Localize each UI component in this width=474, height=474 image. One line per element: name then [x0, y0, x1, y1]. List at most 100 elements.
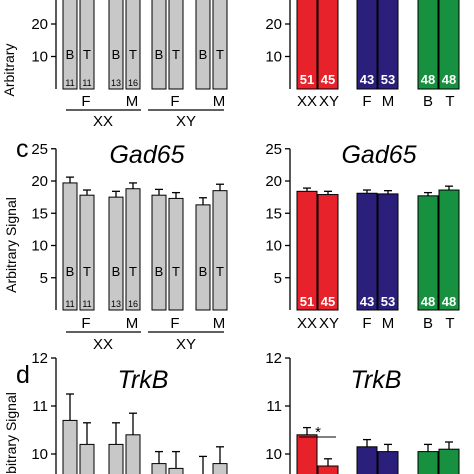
n-label: 53	[381, 294, 395, 309]
panel-title: Gad65	[341, 141, 416, 169]
bar	[296, 434, 318, 474]
bar	[212, 463, 228, 474]
bar	[79, 194, 95, 311]
x-tick-label: F	[362, 315, 371, 332]
n-label: 53	[381, 72, 395, 87]
group-label: F	[81, 93, 90, 110]
c-left-y-tick-label: 20	[31, 173, 48, 190]
bar	[317, 0, 339, 90]
bar-letter: T	[83, 264, 91, 279]
n-label: 43	[360, 72, 374, 87]
n-label: 11	[65, 78, 74, 88]
b-left-y-tick-label: 10	[31, 49, 48, 66]
bar	[108, 443, 124, 474]
group-label: XX	[93, 336, 113, 353]
bar	[168, 197, 184, 311]
n-label: 11	[65, 299, 74, 309]
bar	[377, 193, 399, 311]
bar	[377, 0, 399, 90]
bar	[125, 434, 141, 474]
bar-letter: T	[83, 47, 91, 62]
bar-letter: T	[172, 264, 180, 279]
c-right-y-tick-label: 25	[265, 141, 282, 158]
bar	[168, 0, 184, 90]
bar	[151, 0, 167, 90]
bar	[438, 448, 460, 474]
bar	[377, 451, 399, 474]
group-label: XX	[93, 113, 113, 130]
d-left-y-tick-label: 12	[31, 350, 48, 367]
panel-title: Gad65	[109, 141, 184, 169]
group-label: F	[170, 93, 179, 110]
x-tick-label: XY	[319, 315, 339, 332]
c-left-y-tick-label: 10	[31, 238, 48, 255]
bar	[417, 0, 439, 90]
bar-letter: T	[129, 264, 137, 279]
bar	[195, 0, 211, 90]
bar-letter: B	[155, 264, 164, 279]
n-label: 48	[421, 294, 435, 309]
bar-letter: T	[216, 47, 224, 62]
bar-letter: T	[129, 47, 137, 62]
b-right-y-tick-label: 20	[265, 16, 282, 33]
c-right-y-tick-label: 5	[274, 270, 282, 287]
bar	[125, 188, 141, 311]
group-label: M	[126, 93, 139, 110]
x-tick-label: XX	[297, 93, 317, 110]
bar	[356, 0, 378, 90]
bar	[108, 0, 124, 90]
bar	[212, 190, 228, 311]
bar	[296, 0, 318, 90]
bar-letter: T	[216, 264, 224, 279]
n-label: 51	[300, 72, 314, 87]
n-label: 11	[82, 299, 91, 309]
c-right-y-tick-label: 20	[265, 173, 282, 190]
c-right-y-tick-label: 15	[265, 205, 282, 222]
bar	[62, 0, 78, 90]
c-left-y-tick-label: 25	[31, 141, 48, 158]
x-tick-label: XX	[297, 315, 317, 332]
bar	[79, 0, 95, 90]
bar	[195, 204, 211, 311]
group-label: M	[126, 315, 139, 332]
bar	[125, 0, 141, 90]
n-label: 48	[421, 72, 435, 87]
d-right-y-tick-label: 11	[266, 398, 282, 415]
d-left-y-tick-label: 11	[32, 398, 48, 415]
x-tick-label: XY	[319, 93, 339, 110]
y-axis-label: Arbitrary Signal	[3, 197, 19, 293]
significance-marker: *	[315, 424, 321, 441]
n-label: 48	[442, 294, 456, 309]
b-right-y-tick-label: 10	[265, 49, 282, 66]
bar-letter: B	[66, 264, 75, 279]
bar	[168, 467, 184, 474]
group-label: XY	[176, 336, 196, 353]
group-label: F	[81, 315, 90, 332]
c-right-y-tick-label: 10	[265, 238, 282, 255]
panel-letter: c	[16, 135, 29, 163]
panel-title: TrkB	[351, 366, 402, 394]
bar	[151, 463, 167, 474]
n-label: 48	[442, 72, 456, 87]
bar-letter: B	[199, 264, 208, 279]
bar	[62, 419, 78, 474]
x-tick-label: B	[423, 315, 433, 332]
bar-letter: B	[155, 47, 164, 62]
panel-title: TrkB	[118, 366, 169, 394]
x-tick-label: M	[382, 315, 395, 332]
bar	[62, 182, 78, 311]
x-tick-label: M	[382, 93, 395, 110]
x-tick-label: T	[445, 93, 454, 110]
n-label: 13	[111, 299, 121, 309]
bar	[317, 465, 339, 474]
bar	[417, 195, 439, 311]
n-label: 13	[111, 78, 121, 88]
bar	[417, 451, 439, 474]
bar-letter: B	[199, 47, 208, 62]
bar	[296, 190, 318, 311]
n-label: 16	[128, 299, 138, 309]
c-left-y-tick-label: 15	[31, 205, 48, 222]
bar	[317, 194, 339, 311]
bar	[151, 194, 167, 311]
